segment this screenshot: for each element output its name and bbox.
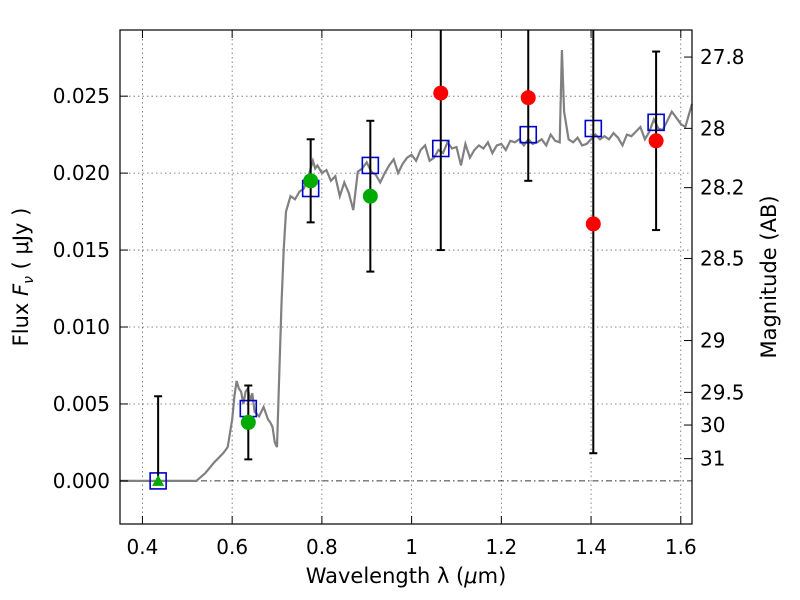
- y2-tick-label: 30: [700, 413, 725, 437]
- x-axis-label: Wavelength λ (μm): [306, 564, 507, 588]
- x-tick-label: 0.4: [127, 535, 159, 559]
- y2-tick-label: 27.8: [700, 45, 745, 69]
- nondetection-point: [433, 85, 449, 101]
- detection-point: [240, 414, 256, 430]
- upper-limit-triangle: [152, 474, 165, 486]
- grid-lines: [120, 30, 692, 524]
- nondetection-point: [585, 216, 601, 232]
- axis-ticks: 0.4 0.6 0.8 1 1.2 1.4 1.6 0.000 0.005 0.010 0.015 0…: [53, 30, 745, 559]
- x-tick-label: 1: [405, 535, 418, 559]
- nondetection-point: [520, 90, 536, 106]
- y-tick-label: 0.010: [53, 315, 110, 339]
- detection-point: [303, 173, 319, 189]
- y-tick-label: 0.015: [53, 238, 110, 262]
- model-spectrum: [120, 49, 694, 482]
- detection-point: [362, 188, 378, 204]
- y2-tick-label: 28.2: [700, 176, 745, 200]
- y-tick-label: 0.020: [53, 161, 110, 185]
- y2-axis-label: Magnitude (AB): [757, 195, 781, 358]
- y2-tick-label: 28: [700, 116, 725, 140]
- nondetection-point: [648, 133, 664, 149]
- y-axis-label: Flux Fν ( μJy ): [9, 208, 37, 347]
- x-tick-label: 1.6: [665, 535, 697, 559]
- y2-tick-label: 31: [700, 447, 725, 471]
- y-tick-label: 0.025: [53, 84, 110, 108]
- x-tick-label: 0.6: [216, 535, 248, 559]
- y2-tick-label: 29: [700, 329, 725, 353]
- y2-tick-label: 28.5: [700, 246, 745, 270]
- model-spectrum-line: [120, 49, 694, 482]
- x-tick-label: 1.4: [575, 535, 607, 559]
- y-tick-label: 0.000: [53, 469, 110, 493]
- x-tick-label: 1.2: [485, 535, 517, 559]
- y2-tick-label: 29.5: [700, 380, 745, 404]
- plot-area-frame: [119, 29, 693, 525]
- y-tick-label: 0.005: [53, 392, 110, 416]
- photometry-points: [149, 30, 665, 490]
- x-tick-label: 0.8: [306, 535, 338, 559]
